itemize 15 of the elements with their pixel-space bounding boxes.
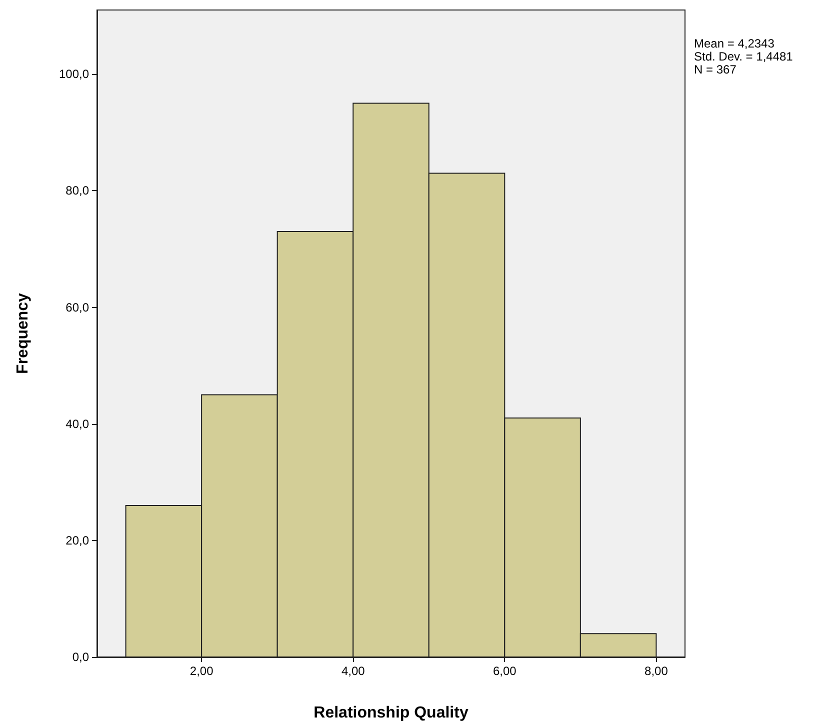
y-tick-label: 0,0	[72, 650, 90, 664]
x-tick-label: 8,00	[644, 664, 668, 678]
y-tick-label: 40,0	[66, 416, 90, 431]
y-tick-label: 60,0	[66, 300, 90, 314]
x-axis-title: Relationship Quality	[314, 704, 468, 722]
x-tick-label: 2,00	[190, 664, 214, 678]
y-tick-label: 100,0	[58, 67, 90, 82]
text: Std. Dev. = 1,4481	[694, 50, 794, 64]
text: N = 367	[694, 62, 737, 76]
y-tick-label: 80,0	[66, 184, 90, 198]
text: Mean = 4,2343	[694, 36, 775, 50]
x-tick-label: 6,00	[492, 664, 517, 678]
y-axis-title: Frequency	[14, 292, 32, 374]
x-tick-label: 4,00	[341, 664, 366, 678]
y-tick-label: 20,0	[66, 533, 90, 548]
